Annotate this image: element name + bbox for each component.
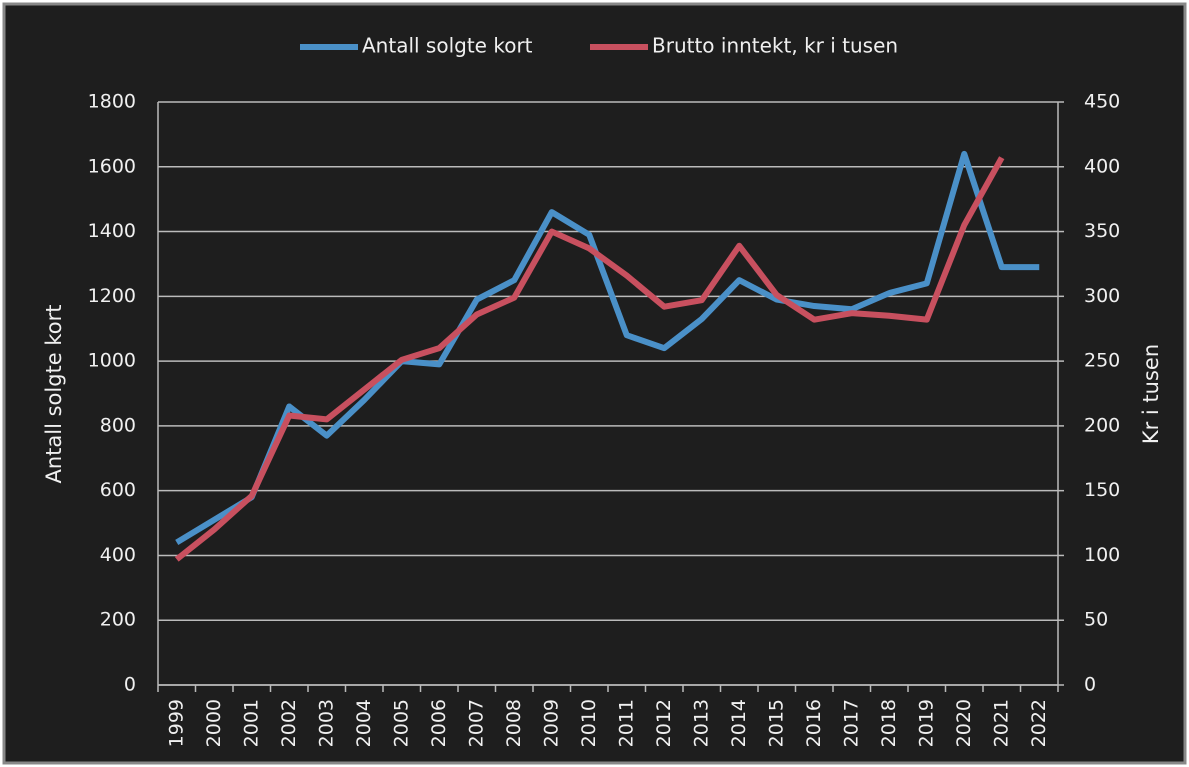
y-tick-label: 1400 — [88, 220, 136, 242]
x-tick-label: 2016 — [803, 699, 825, 747]
x-tick-label: 2001 — [240, 699, 262, 747]
y-tick-label: 1600 — [88, 155, 136, 177]
x-tick-label: 2010 — [578, 699, 600, 747]
y2-tick-label: 150 — [1084, 479, 1120, 501]
y-tick-label: 0 — [124, 674, 136, 696]
y-tick-label: 400 — [100, 544, 136, 566]
y-tick-label: 600 — [100, 479, 136, 501]
y2-tick-label: 300 — [1084, 285, 1120, 307]
y2-tick-label: 0 — [1084, 674, 1096, 696]
y-tick-label: 1200 — [88, 285, 136, 307]
y2-tick-label: 450 — [1084, 91, 1120, 113]
x-tick-label: 1999 — [165, 699, 187, 747]
y2-tick-label: 200 — [1084, 414, 1120, 436]
x-tick-label: 2022 — [1028, 699, 1050, 747]
series-line — [175, 150, 1040, 546]
x-tick-label: 2018 — [878, 699, 900, 747]
x-tick-label: 2004 — [353, 699, 375, 747]
y2-tick-label: 250 — [1084, 350, 1120, 372]
legend-label: Brutto inntekt, kr i tusen — [652, 34, 898, 58]
y-tick-label: 1800 — [88, 91, 136, 113]
y2-tick-label: 100 — [1084, 544, 1120, 566]
y2-axis-label: Kr i tusen — [1139, 344, 1163, 444]
x-tick-label: 2020 — [953, 699, 975, 747]
series-line — [174, 156, 1005, 562]
x-tick-label: 2011 — [615, 699, 637, 747]
y2-tick-label: 50 — [1084, 609, 1108, 631]
legend-label: Antall solgte kort — [362, 34, 533, 58]
x-tick-label: 2012 — [653, 699, 675, 747]
x-tick-label: 2009 — [540, 699, 562, 747]
y-tick-label: 800 — [100, 414, 136, 436]
y2-tick-label: 400 — [1084, 155, 1120, 177]
x-tick-label: 2019 — [915, 699, 937, 747]
y-tick-label: 1000 — [88, 350, 136, 372]
y2-tick-label: 350 — [1084, 220, 1120, 242]
y-axis-label: Antall solgte kort — [42, 304, 66, 483]
x-tick-label: 2003 — [315, 699, 337, 747]
x-tick-label: 2008 — [503, 699, 525, 747]
x-tick-label: 2015 — [765, 699, 787, 747]
x-tick-label: 2002 — [278, 699, 300, 747]
x-tick-label: 2006 — [428, 699, 450, 747]
x-tick-label: 2000 — [203, 699, 225, 747]
x-tick-label: 2007 — [465, 699, 487, 747]
y-tick-label: 200 — [100, 609, 136, 631]
x-tick-label: 2017 — [840, 699, 862, 747]
x-tick-label: 2021 — [990, 699, 1012, 747]
x-tick-label: 2013 — [690, 699, 712, 747]
x-tick-label: 2005 — [390, 699, 412, 747]
x-tick-label: 2014 — [728, 699, 750, 747]
